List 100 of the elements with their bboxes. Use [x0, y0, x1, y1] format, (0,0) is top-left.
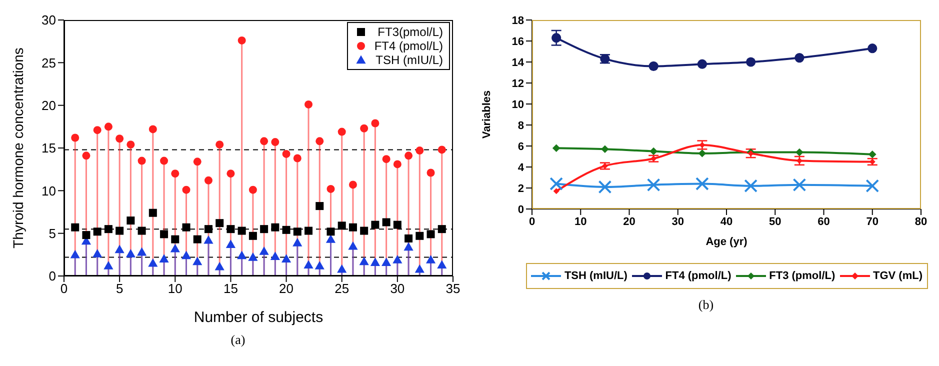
point [304, 226, 313, 235]
point [138, 156, 146, 165]
point [204, 225, 212, 234]
point [71, 223, 80, 232]
legend-label: TSH (mIU/L) [564, 270, 628, 282]
y-tick-label: 5 [48, 226, 56, 241]
legend-label: FT3 (pmol/L) [769, 270, 836, 282]
point [338, 222, 346, 230]
point [744, 179, 758, 193]
x-tick-label: 20 [623, 216, 636, 228]
x-tick-label: 0 [60, 281, 68, 296]
y-axis-title: Thyroid hormone concentrations [10, 48, 26, 248]
point [326, 228, 335, 236]
point [416, 232, 424, 240]
point [238, 226, 246, 235]
y-tick-label: 6 [518, 140, 524, 153]
point [304, 100, 313, 108]
point [82, 152, 90, 160]
point [216, 140, 224, 149]
point [348, 223, 357, 232]
y-tick-label: 10 [512, 98, 524, 111]
point [282, 226, 290, 234]
point [226, 170, 235, 178]
point [404, 234, 413, 242]
point [314, 260, 324, 270]
point [226, 240, 236, 248]
point [326, 184, 335, 193]
point [794, 53, 804, 63]
legend-label: TGV (mL) [873, 270, 923, 282]
point [393, 160, 402, 168]
point [426, 168, 435, 177]
point [170, 244, 180, 252]
y-tick-label: 30 [42, 12, 56, 28]
point [746, 57, 756, 67]
legend-label: FT4 (pmol/L) [665, 270, 732, 282]
point [104, 260, 114, 270]
point [248, 252, 258, 261]
point [292, 238, 302, 246]
point [293, 154, 302, 162]
point [792, 178, 806, 192]
point [92, 249, 102, 258]
point [171, 170, 180, 178]
x-axis-title: Number of subjects [194, 309, 324, 326]
point [171, 235, 180, 244]
point [248, 186, 257, 194]
point [360, 124, 368, 132]
point [116, 134, 124, 143]
legend-label: TSH (mIU/L) [376, 53, 443, 67]
point [204, 235, 214, 244]
point [148, 208, 157, 217]
point [93, 126, 102, 134]
y-tick-label: 25 [42, 55, 56, 70]
point [293, 228, 302, 236]
point [260, 225, 268, 234]
y-tick-label: 0 [48, 268, 56, 284]
y-tick-label: 14 [512, 56, 525, 69]
legend-label: FT3(pmol/L) [378, 25, 443, 39]
point [182, 223, 190, 232]
point [248, 232, 257, 240]
point [182, 186, 190, 194]
point [126, 140, 135, 149]
point [104, 122, 112, 131]
x-tick-label: 40 [720, 216, 733, 228]
point [70, 250, 80, 258]
point [650, 147, 658, 156]
point [414, 264, 424, 273]
point [71, 134, 80, 142]
point [438, 146, 446, 154]
x-axis-title: Age (yr) [706, 236, 748, 248]
y-tick-label: 18 [512, 14, 524, 27]
text: (a) [230, 332, 246, 348]
point [426, 230, 435, 238]
point [553, 188, 560, 194]
point [404, 152, 413, 160]
point [371, 220, 380, 229]
point [316, 202, 324, 210]
point [359, 256, 369, 266]
y-tick-label: 12 [512, 78, 524, 90]
point [796, 148, 804, 156]
point [552, 144, 560, 152]
point [360, 226, 368, 235]
x-tick-label: 35 [446, 281, 460, 296]
point [214, 262, 224, 270]
point [138, 226, 146, 235]
point [192, 256, 202, 266]
x-tick-label: 80 [914, 216, 928, 228]
x-tick-label: 10 [574, 216, 587, 228]
x-tick-label: 5 [116, 281, 124, 296]
point [270, 252, 280, 260]
x-tick-label: 10 [168, 281, 182, 296]
point [116, 226, 124, 235]
point [866, 179, 880, 193]
point [382, 218, 390, 226]
point [426, 254, 436, 264]
point [316, 137, 324, 146]
point [160, 156, 168, 165]
y-tick-label: 16 [512, 36, 524, 48]
x-tick-label: 50 [769, 216, 782, 228]
text: (b) [697, 297, 715, 313]
point [697, 59, 707, 69]
